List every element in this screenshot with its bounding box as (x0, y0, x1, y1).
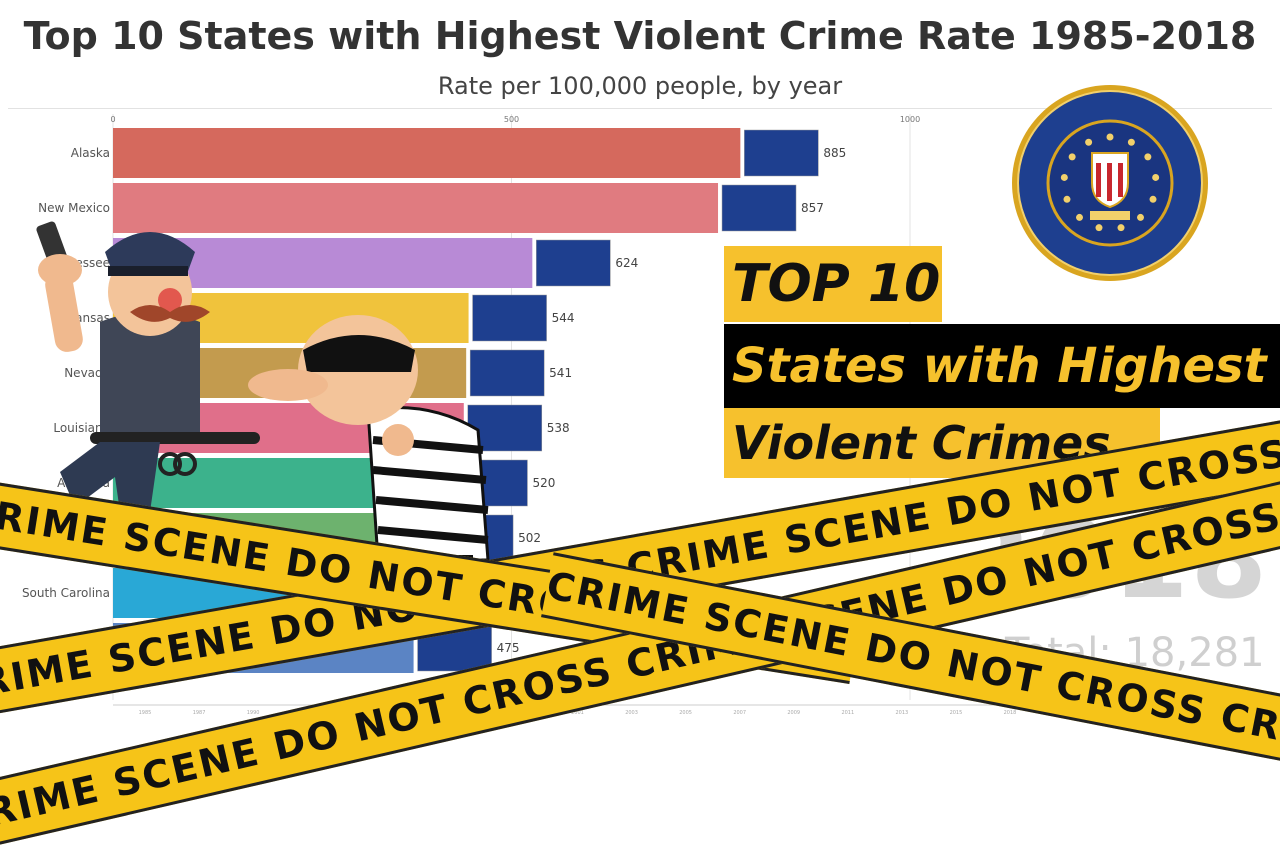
timeline-tick-label: 2013 (896, 710, 909, 716)
tennessee-flag-icon (536, 239, 611, 287)
value-label: 544 (552, 311, 575, 325)
x-tick-label: 500 (504, 115, 519, 124)
value-label: 624 (615, 256, 638, 270)
promo-top10: TOP 10 (724, 246, 942, 322)
alaska-flag-icon (744, 129, 819, 177)
timeline-tick-label: 2015 (950, 710, 963, 716)
seal-star-icon (1068, 153, 1076, 161)
seal-stripe (1096, 163, 1101, 197)
seal-star-icon (1144, 153, 1152, 161)
timeline-tick-label: 2011 (841, 710, 854, 716)
arkansas-flag-icon (472, 294, 547, 342)
timeline-tick-label: 2007 (733, 710, 746, 716)
value-label: 857 (801, 201, 824, 215)
seal-star-icon (1152, 173, 1160, 181)
timeline-tick-label: 2018 (1004, 710, 1017, 716)
value-label: 502 (518, 531, 541, 545)
chart-subtitle: Rate per 100,000 people, by year (437, 72, 843, 100)
timeline-tick-label: 2001 (571, 710, 584, 716)
police-cap-brim (108, 266, 188, 276)
seal-stars (1060, 133, 1160, 232)
robber-hand (382, 424, 414, 456)
seal-star-icon (1137, 213, 1145, 221)
value-label: 885 (823, 146, 846, 160)
policeman-belt (90, 432, 260, 444)
chart-title: Top 10 States with Highest Violent Crime… (23, 14, 1257, 58)
timeline-tick-label: 1987 (193, 710, 206, 716)
police-cap (105, 232, 195, 274)
policeman-body (100, 312, 200, 432)
nevada-flag-icon (469, 349, 545, 397)
bar (113, 183, 719, 233)
robber-nose (248, 369, 328, 401)
seal-stripe (1107, 163, 1112, 201)
policeman-legs (60, 442, 160, 512)
value-label: 520 (532, 476, 555, 490)
value-label: 538 (547, 421, 570, 435)
category-label: Louisiana (53, 421, 110, 435)
timeline-tick-label: 1985 (139, 710, 152, 716)
handcuffs-icon (173, 452, 197, 476)
seal-star-icon (1106, 133, 1114, 141)
timeline-tick-label: 2009 (787, 710, 800, 716)
category-label: Nevada (64, 366, 110, 380)
seal-ribbon (1090, 211, 1130, 220)
policeman-cartoon (36, 221, 260, 512)
category-label: New Mexico (38, 201, 110, 215)
value-label: 541 (549, 366, 572, 380)
category-label: Alaska (71, 146, 110, 160)
seal-star-icon (1075, 213, 1083, 221)
seal-star-icon (1117, 224, 1125, 232)
timeline-tick-label: 1990 (247, 710, 260, 716)
x-tick-label: 0 (110, 115, 115, 124)
x-tick-label: 1000 (900, 115, 920, 124)
policeman-nose (158, 288, 182, 312)
seal-star-icon (1095, 224, 1103, 232)
fbi-seal (1012, 85, 1208, 281)
seal-stripe (1118, 163, 1123, 197)
value-label: 475 (497, 641, 520, 655)
seal-star-icon (1063, 195, 1071, 203)
policeman-mustache (130, 305, 210, 322)
timeline-tick-label: 2005 (679, 710, 692, 716)
promo-states-line: States with Highest (724, 324, 1280, 408)
robber-cartoon (248, 315, 490, 590)
handcuffs-icon (158, 452, 182, 476)
new-mexico-flag-icon (721, 184, 797, 232)
policeman-arm (45, 272, 83, 352)
robber-mask (303, 335, 415, 372)
category-label: South Carolina (22, 586, 110, 600)
seal-star-icon (1060, 173, 1068, 181)
bar (113, 128, 741, 178)
seal-star-icon (1149, 195, 1157, 203)
seal-star-icon (1127, 138, 1135, 146)
seal-star-icon (1085, 138, 1093, 146)
header-divider (8, 108, 1272, 109)
timeline-tick-label: 2003 (625, 710, 638, 716)
